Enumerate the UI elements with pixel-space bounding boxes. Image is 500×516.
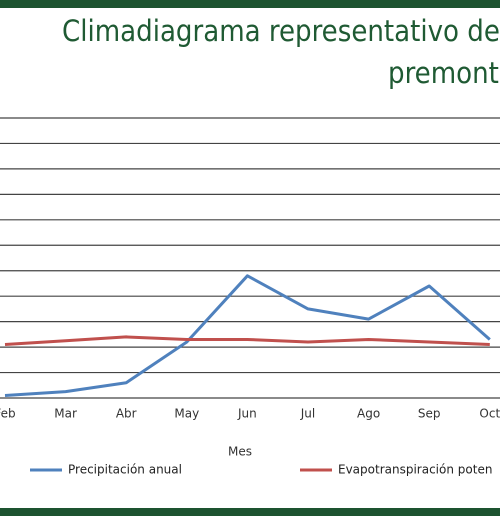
bottom-border <box>0 508 500 516</box>
x-tick-label: Mar <box>54 407 77 421</box>
grid: Feb Mar Abr May Jun Jul Ago Sep Oct <box>0 117 500 421</box>
legend-label: Evapotranspiración poten <box>338 463 492 477</box>
x-tick-label: Ago <box>357 407 380 421</box>
series-line <box>4 274 491 397</box>
x-tick-label: Jun <box>237 407 257 421</box>
series-line <box>4 335 490 347</box>
x-axis-label: Mes <box>228 445 252 459</box>
plot-area <box>4 274 491 397</box>
legend: Precipitación anual Evapotranspiración po… <box>30 463 492 477</box>
top-border <box>0 0 500 8</box>
x-tick-label: Sep <box>418 407 441 421</box>
x-tick-label: Abr <box>116 407 137 421</box>
chart-title: Climadiagrama representativo del bo <box>62 14 500 48</box>
x-tick-label: Jul <box>300 407 315 421</box>
x-tick-label: Feb <box>0 407 16 421</box>
x-tick-label: May <box>174 407 199 421</box>
chart-subtitle: premonta <box>388 56 500 90</box>
legend-label: Precipitación anual <box>68 463 182 477</box>
x-tick-label: Oct <box>479 407 500 421</box>
